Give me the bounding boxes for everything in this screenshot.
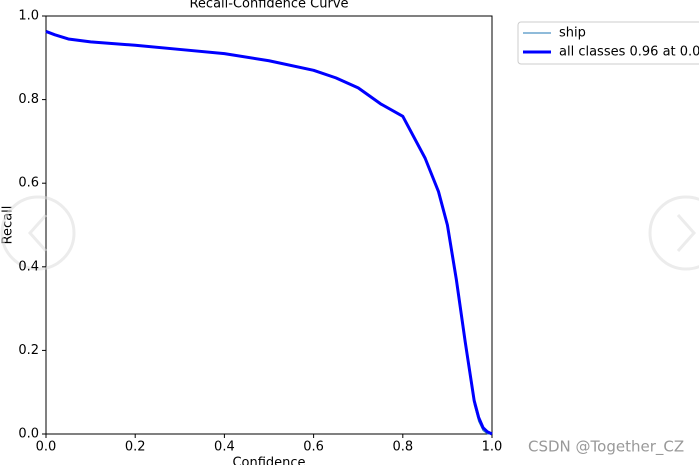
plot-frame <box>45 15 493 435</box>
watermark: CSDN @Together_CZ <box>528 438 684 457</box>
next-chevron[interactable] <box>676 214 697 252</box>
x-tick-label: 0.6 <box>303 440 324 455</box>
legend-label: ship <box>559 26 586 41</box>
legend-box <box>517 21 699 65</box>
x-axis-label: Confidence <box>232 456 305 465</box>
y-tick-label: 0.8 <box>18 92 39 107</box>
prev-button[interactable] <box>0 195 76 271</box>
y-tick-label: 1.0 <box>18 9 39 24</box>
prev-circle[interactable] <box>0 195 76 271</box>
y-tick-label: 0.0 <box>18 427 39 442</box>
next-circle[interactable] <box>648 195 699 271</box>
prev-chevron[interactable] <box>27 214 48 252</box>
y-axis-label: Recall <box>1 206 16 245</box>
series-line <box>45 30 492 435</box>
x-tick-label: 0.8 <box>392 440 413 455</box>
series-line <box>45 30 493 436</box>
y-tick-label: 0.2 <box>18 343 39 358</box>
next-button[interactable] <box>648 195 699 271</box>
y-tick-label: 0.4 <box>18 259 39 274</box>
x-tick-label: 0.4 <box>214 440 235 455</box>
chart-title: Recall-Confidence Curve <box>189 0 348 12</box>
x-tick-label: 0.2 <box>125 440 146 455</box>
x-tick-label: 0.0 <box>36 440 57 455</box>
x-tick-label: 1.0 <box>482 440 503 455</box>
legend-label: all classes 0.96 at 0.0 <box>559 45 699 60</box>
y-tick-label: 0.6 <box>18 176 39 191</box>
